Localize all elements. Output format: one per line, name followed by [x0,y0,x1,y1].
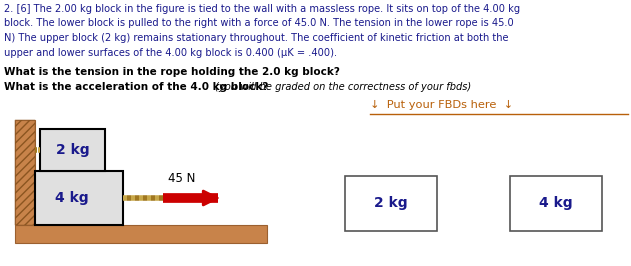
Text: 2. [6] The 2.00 kg block in the figure is tied to the wall with a massless rope.: 2. [6] The 2.00 kg block in the figure i… [4,4,520,14]
Bar [15,225,267,243]
Text: 2 kg: 2 kg [374,197,408,210]
Bar [40,129,105,171]
Text: block. The lower block is pulled to the right with a force of 45.0 N. The tensio: block. The lower block is pulled to the … [4,19,514,28]
Text: (you will be graded on the correctness of your fbds): (you will be graded on the correctness o… [215,81,471,92]
Bar [15,120,35,225]
Text: 2 kg: 2 kg [56,143,90,157]
Text: 4 kg: 4 kg [55,191,89,205]
Bar [510,176,602,231]
Bar [35,171,123,225]
Bar [345,176,437,231]
Text: N) The upper block (2 kg) remains stationary throughout. The coefficient of kine: N) The upper block (2 kg) remains statio… [4,33,509,43]
Text: 4 kg: 4 kg [539,197,573,210]
Text: What is the tension in the rope holding the 2.0 kg block?: What is the tension in the rope holding … [4,67,340,77]
Text: upper and lower surfaces of the 4.00 kg block is 0.400 (μK = .400).: upper and lower surfaces of the 4.00 kg … [4,48,337,57]
Text: 45 N: 45 N [168,172,196,185]
Text: ↓  Put your FBDs here  ↓: ↓ Put your FBDs here ↓ [370,99,513,110]
Text: What is the acceleration of the 4.0 kg block?: What is the acceleration of the 4.0 kg b… [4,81,268,92]
Bar [15,120,35,225]
